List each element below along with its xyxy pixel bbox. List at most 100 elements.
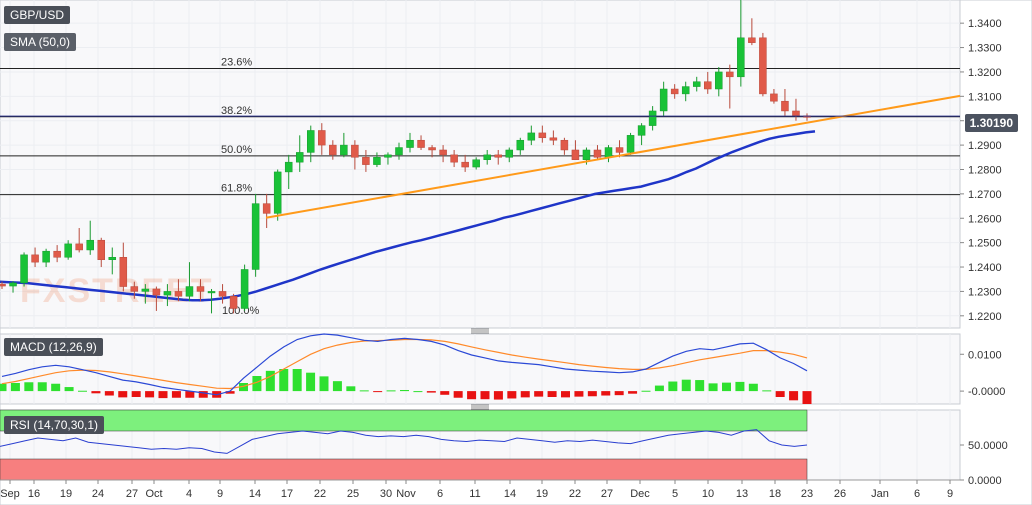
macd-hist-bar [561,391,570,398]
x-tick-label: 19 [536,488,548,500]
candle-body [626,135,635,153]
x-tick-label: 18 [769,488,781,500]
y-tick-label: 1.2200 [968,311,1002,323]
candle-body [284,161,293,173]
candle-body [218,291,227,297]
macd-hist-bar [252,376,262,392]
candle-body [141,288,150,292]
macd-hist-bar [628,391,638,394]
macd-hist-bar [762,390,772,392]
macd-hist-bar [346,386,356,392]
macd-hist-bar [225,391,235,394]
macd-hist-bar [131,391,141,397]
candle-body [53,250,61,258]
candle-body [31,254,39,263]
y-tick-label: 1.2400 [968,262,1002,274]
fib-label: 23.6% [221,57,252,69]
macd-hist-bar [118,391,128,398]
x-tick-label: 25 [347,488,359,500]
candle-body [295,152,304,163]
candle-body [97,239,105,260]
candle-body [9,282,17,287]
candle-body [637,125,646,136]
symbol-label: GBP/USD [4,6,71,24]
candle-body [108,257,117,260]
candle-body [571,149,580,160]
candle-body [781,100,789,112]
rsi-oversold-zone [0,458,808,481]
candle-body [450,154,458,163]
sma-label: SMA (50,0) [4,33,77,51]
y-tick-label: 1.2700 [968,189,1002,201]
price-panel-bg [0,0,961,329]
x-tick-label: 22 [314,488,326,500]
candle-body [648,110,657,126]
macd-hist-bar [601,391,611,396]
candle-body [362,157,370,165]
candle-body [119,257,128,287]
macd-hist-bar [198,391,208,398]
x-tick-label: 24 [92,488,104,500]
macd-hist-bar [145,391,155,398]
macd-hist-bar [265,370,275,392]
candle-body [604,147,613,158]
rsi-tick-label: 50.0000 [968,440,1008,452]
candle-body [130,286,139,292]
macd-hist-bar [467,391,477,400]
candle-body [0,283,6,287]
candle-body [42,250,50,263]
x-tick-label: Nov [396,488,416,500]
y-tick-label: 1.2300 [968,286,1002,298]
candle-body [615,147,624,153]
macd-hist-bar [171,391,181,398]
macd-hist-bar [668,381,678,392]
candle-body [329,144,337,156]
macd-hist-bar [386,390,396,392]
fib-label: 38.2% [221,105,252,117]
candle-body [64,243,72,258]
macd-hist-bar [319,376,329,392]
macd-hist-bar [373,391,383,393]
x-tick-label: 14 [249,488,261,500]
x-tick-label: 6 [914,488,920,500]
rsi-line [0,429,808,454]
y-tick-label: 1.3100 [968,91,1002,103]
macd-hist-bar [480,391,490,400]
candle-body [538,132,547,139]
candle-body [428,147,436,151]
y-tick-label: 1.2900 [968,140,1002,152]
candle-body [207,291,216,294]
candle-body [75,243,83,251]
macd-hist-bar [708,383,718,392]
x-tick-label: Oct [145,488,162,500]
x-tick-label: 17 [281,488,293,500]
x-tick-label: 14 [504,488,516,500]
macd-hist-bar [695,380,705,392]
x-tick-label: 6 [437,488,443,500]
current-price-badge: 1.30190 [964,114,1018,132]
x-tick-label: Jan [871,488,889,500]
macd-hist-bar [359,390,369,392]
x-tick-label: 11 [469,488,480,500]
macd-hist-bar [91,391,101,394]
macd-hist-bar [748,383,758,392]
candle-body [483,154,491,160]
candle-body [318,130,326,146]
rsi-overbought-zone [0,409,808,432]
candle-body [715,71,723,90]
y-tick-label: 1.2600 [968,213,1002,225]
candle-body [439,149,447,156]
x-tick-label: 22 [569,488,581,500]
macd-hist-bar [440,391,450,395]
macd-panel-bg [0,333,961,405]
macd-hist-bar [735,381,745,392]
candle-body [737,37,745,78]
candle-body [681,86,690,95]
macd-hist-bar [413,391,423,393]
macd-tick-label: 0.0100 [968,349,1002,361]
candle-body [670,88,679,95]
candle-body [340,144,348,156]
macd-hist-bar [775,391,785,397]
fib-label: 61.8% [221,183,252,195]
